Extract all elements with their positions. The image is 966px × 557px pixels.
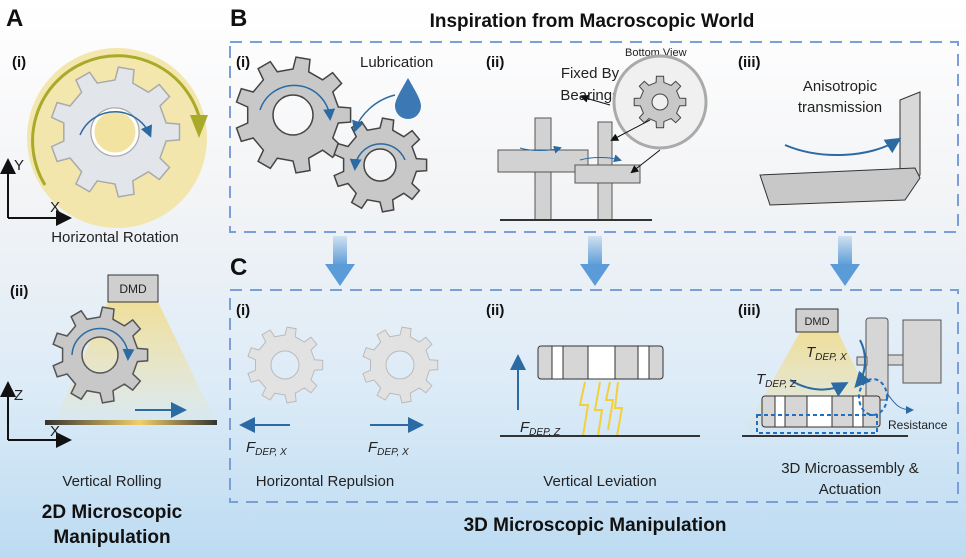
force-label-right: FDEP, X: [368, 439, 409, 458]
axis-x-label: X: [50, 423, 60, 440]
flow-arrow-2: [580, 236, 610, 286]
b-ii-tag: (ii): [486, 54, 504, 71]
force-label-z: FDEP, Z: [520, 419, 561, 438]
c-i-tag: (i): [236, 302, 250, 319]
rotation-arrowhead: [190, 115, 208, 138]
a-i-tag: (i): [12, 54, 26, 71]
horizontal-rack: [759, 167, 921, 206]
c-i-caption: Horizontal Repulsion: [256, 473, 394, 490]
gear-icon: [50, 66, 181, 198]
rotation-arrow: [579, 154, 622, 163]
panel-c-title: 3D Microscopic Manipulation: [464, 515, 727, 536]
a-ii-caption: Vertical Rolling: [62, 473, 161, 490]
gear-rotation-arrow: [259, 84, 336, 121]
rotation-arrow: [31, 54, 202, 186]
gear-icon: [247, 326, 324, 404]
b-iii-tag: (iii): [738, 54, 761, 71]
resistance-region-contact: [858, 378, 888, 416]
panel-label-a: A: [6, 5, 23, 32]
gear-icon: [633, 75, 687, 129]
pointer-arrow: [610, 119, 651, 141]
pointer-arrow: [580, 94, 611, 106]
vertical-gear-assembly: [497, 117, 641, 221]
c-iii-tag: (iii): [738, 302, 761, 319]
c-iii-caption-line1: 3D Microassembly &: [781, 460, 919, 477]
gear-hub: [91, 108, 139, 156]
transmission-label: transmission: [798, 99, 882, 116]
gear-icon: [52, 306, 149, 404]
vertical-gear-with-shaft: [856, 317, 942, 401]
panel-b-box: [229, 41, 959, 233]
gear-rotation-arrow: [79, 111, 153, 138]
panel-b-title: Inspiration from Macroscopic World: [430, 11, 755, 32]
panel-label-b: B: [230, 5, 247, 32]
panel-label-c: C: [230, 254, 247, 281]
c-iii-caption-line2: Actuation: [819, 481, 882, 498]
axis-y-label: Y: [14, 157, 24, 174]
gear-icon: [333, 117, 428, 213]
torque-z-label: TDEP, Z: [756, 371, 797, 390]
axis-z-label: Z: [14, 387, 23, 404]
c-ii-caption: Vertical Leviation: [543, 473, 656, 490]
horizontal-gear-side: [761, 395, 881, 428]
dmd-box: [107, 274, 159, 303]
axis-x-label: X: [50, 199, 60, 216]
resistance-arrow: [886, 392, 914, 414]
flow-arrow-1: [325, 236, 355, 286]
xy-axes: [0, 158, 72, 226]
gear-rotation-arrow: [349, 143, 406, 171]
pointer-arrow: [630, 149, 661, 174]
dmd-box: [795, 308, 839, 333]
lubrication-label: Lubrication: [360, 54, 433, 71]
rotation-arrow: [519, 145, 562, 154]
bottom-view-circle: [612, 54, 708, 150]
dmd-label: DMD: [119, 282, 147, 296]
a-ii-tag: (ii): [10, 283, 28, 300]
anisotropic-label: Anisotropic: [803, 78, 878, 95]
panel-a-title-line1: 2D Microscopic: [42, 502, 183, 523]
lightning-icon: [578, 381, 624, 437]
flow-arrow-3: [830, 236, 860, 286]
torque-z-arrow: [789, 379, 849, 397]
substrate-bar: [45, 420, 217, 425]
droplet-icon: [395, 78, 421, 119]
resistance-label: Resistance: [888, 418, 948, 432]
resistance-region-bottom: [756, 414, 878, 434]
panel-a-title-line2: Manipulation: [53, 527, 170, 548]
panel-c-box: [229, 289, 959, 503]
fixed-by-label: Fixed By: [561, 65, 620, 82]
gear-rotation-arrow: [71, 327, 135, 361]
c-ii-tag: (ii): [486, 302, 504, 319]
force-label-left: FDEP, X: [246, 439, 287, 458]
torque-x-label: TDEP, X: [806, 344, 847, 363]
transmission-arrow: [784, 137, 902, 156]
zx-axes: [0, 381, 72, 448]
bearings-label: Bearings: [560, 87, 619, 104]
torque-x-arrow: [854, 339, 871, 388]
a-i-caption: Horizontal Rotation: [51, 229, 179, 246]
lubrication-arrow: [352, 94, 396, 133]
gear-icon: [235, 56, 352, 174]
vertical-rack: [899, 91, 921, 184]
b-i-tag: (i): [236, 54, 250, 71]
dmd-label: DMD: [804, 316, 829, 328]
gear-icon: [362, 326, 439, 404]
levitating-gear-side: [537, 345, 664, 380]
